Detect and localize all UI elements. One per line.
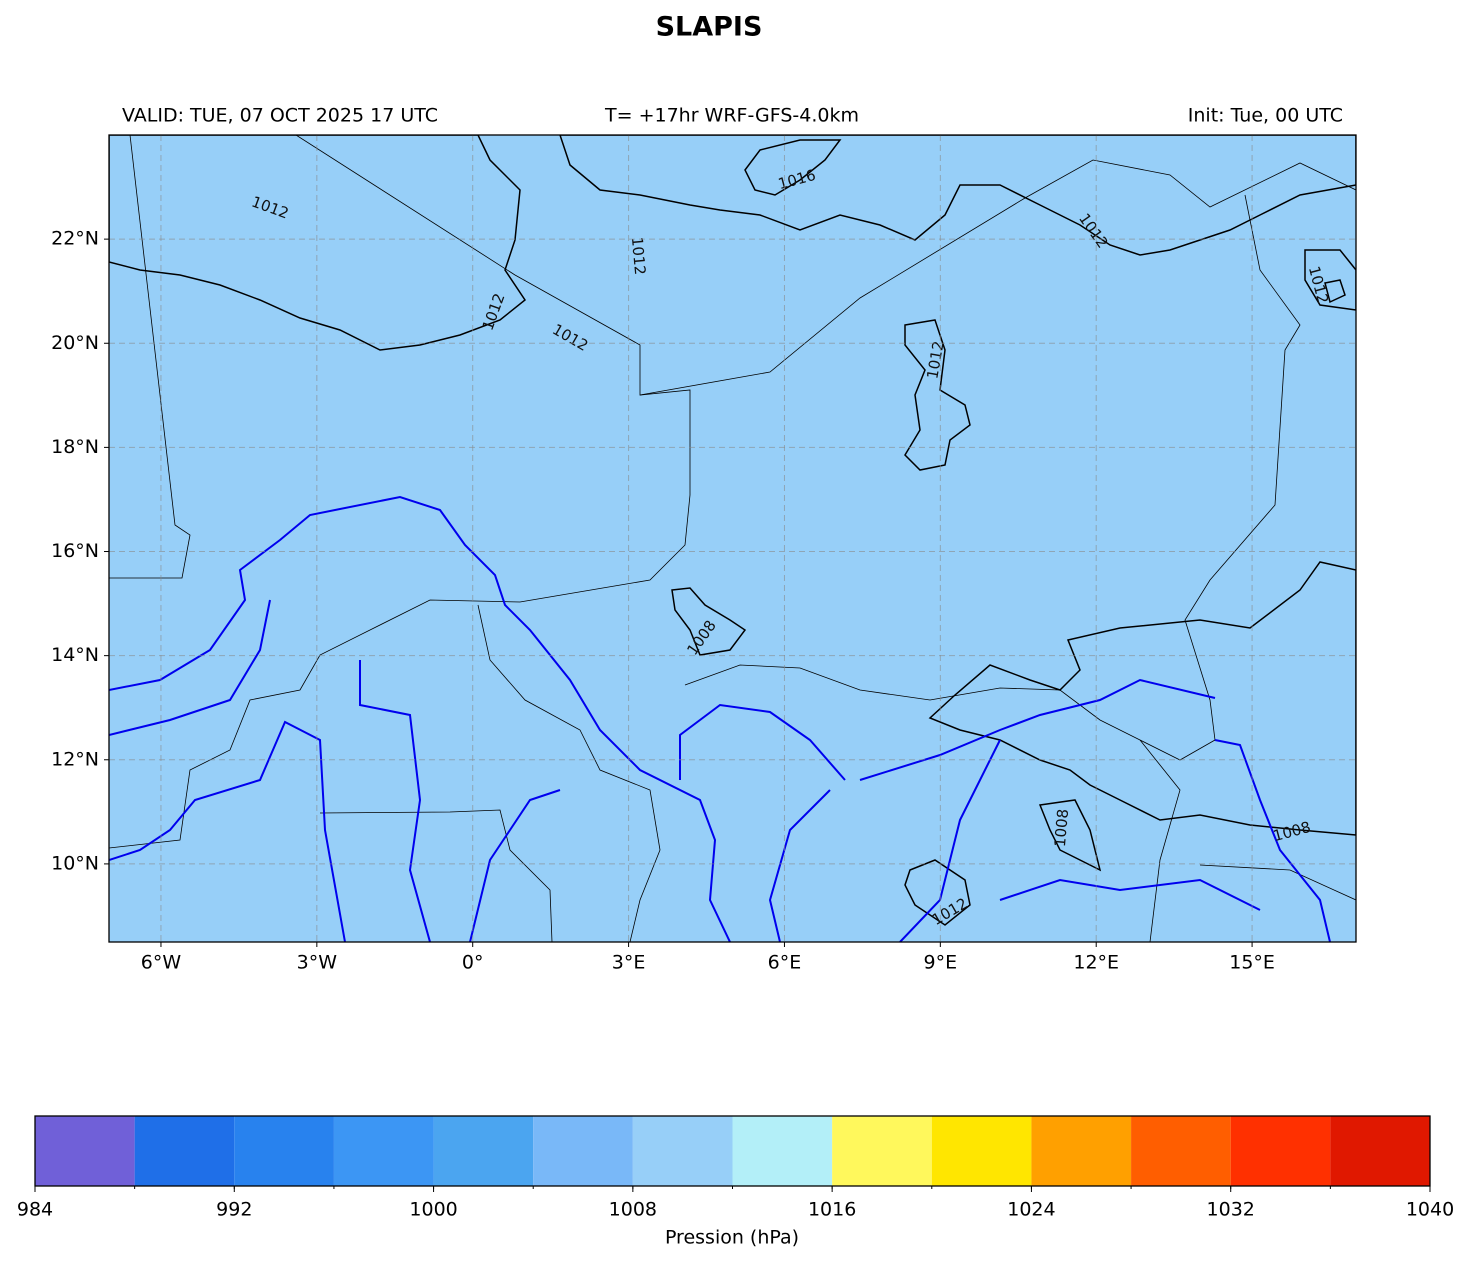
colorbar-tick-label: 1032 <box>1207 1199 1255 1221</box>
x-tick-label: 12°E <box>1073 952 1119 974</box>
colorbar-tick-label: 1024 <box>1007 1199 1055 1221</box>
map-area: 1012 1012 1012 1012 1012 1012 1012 1012 … <box>109 135 1356 942</box>
colorbar-box <box>433 1116 534 1186</box>
colorbar-box <box>234 1116 334 1186</box>
colorbar-tick-label: 1016 <box>808 1199 856 1221</box>
x-tick-label: 3°E <box>612 952 646 974</box>
y-tick-label: 16°N <box>51 540 99 562</box>
river <box>109 599 346 942</box>
border <box>319 809 553 942</box>
border <box>109 135 191 579</box>
valid-time: VALID: TUE, 07 OCT 2025 17 UTC <box>122 105 438 127</box>
colorbar: 984 992 1000 1008 1016 1024 1032 1040 <box>17 1115 1454 1221</box>
contour-label: 1012 <box>628 236 649 276</box>
colorbar-box <box>632 1116 733 1186</box>
colorbar-box <box>333 1116 434 1186</box>
colorbar-box <box>134 1116 235 1186</box>
border <box>109 135 691 849</box>
x-tick-label: 0° <box>462 952 484 974</box>
region-1008 <box>671 587 747 656</box>
x-tick-label: 6°W <box>141 952 182 974</box>
colorbar-tick-label: 1008 <box>609 1199 657 1221</box>
colorbar-box <box>1230 1116 1331 1186</box>
contour-label: 1008 <box>1051 808 1072 848</box>
region-1012 <box>904 319 971 471</box>
border <box>477 604 661 942</box>
colorbar-box <box>1330 1116 1430 1186</box>
river <box>999 739 1331 942</box>
colorbar-box <box>1031 1116 1132 1186</box>
colorbar-label: Pression (hPa) <box>665 1227 799 1249</box>
river <box>109 495 731 942</box>
y-tick-label: 12°N <box>51 748 99 770</box>
y-tick-label: 18°N <box>51 436 99 458</box>
x-tick-label: 15°E <box>1229 952 1275 974</box>
x-tick-label: 3°W <box>297 952 338 974</box>
init-time: Init: Tue, 00 UTC <box>1188 105 1343 127</box>
colorbar-box <box>1131 1116 1231 1186</box>
colorbar-tick-label: 984 <box>17 1199 53 1221</box>
region-1012 <box>559 135 1356 256</box>
colorbar-box <box>533 1116 633 1186</box>
x-tick-label: 6°E <box>768 952 802 974</box>
y-tick-label: 20°N <box>51 332 99 354</box>
river <box>679 703 846 942</box>
x-tick-label: 9°E <box>924 952 958 974</box>
y-tick-label: 10°N <box>51 852 99 874</box>
border <box>1184 194 1301 741</box>
pressure-field <box>109 135 1356 942</box>
colorbar-box <box>35 1116 135 1186</box>
colorbar-box <box>931 1116 1032 1186</box>
border <box>639 159 1356 396</box>
region-1016 <box>1324 279 1346 304</box>
region-1016 <box>744 139 842 196</box>
region-1012 <box>904 859 971 926</box>
title: SLAPIS <box>656 12 763 43</box>
grid <box>109 135 1356 942</box>
map-frame <box>108 134 1357 943</box>
y-tick-label: 22°N <box>51 228 99 250</box>
colorbar-frame <box>34 1115 1431 1187</box>
colorbar-box <box>732 1116 833 1186</box>
border <box>684 664 1216 761</box>
river <box>359 660 561 942</box>
region-1012 <box>109 135 527 351</box>
colorbar-tick-label: 1040 <box>1406 1199 1454 1221</box>
y-tick-label: 14°N <box>51 644 99 666</box>
colorbar-tick-label: 1000 <box>409 1199 457 1221</box>
run-info: T= +17hr WRF-GFS-4.0km <box>604 105 859 127</box>
colorbar-tick-label: 992 <box>216 1199 252 1221</box>
region-1012 <box>1304 249 1356 311</box>
region-1008 <box>928 561 1356 836</box>
colorbar-box <box>832 1116 932 1186</box>
region-1008 <box>1038 799 1102 872</box>
border <box>1139 739 1356 942</box>
